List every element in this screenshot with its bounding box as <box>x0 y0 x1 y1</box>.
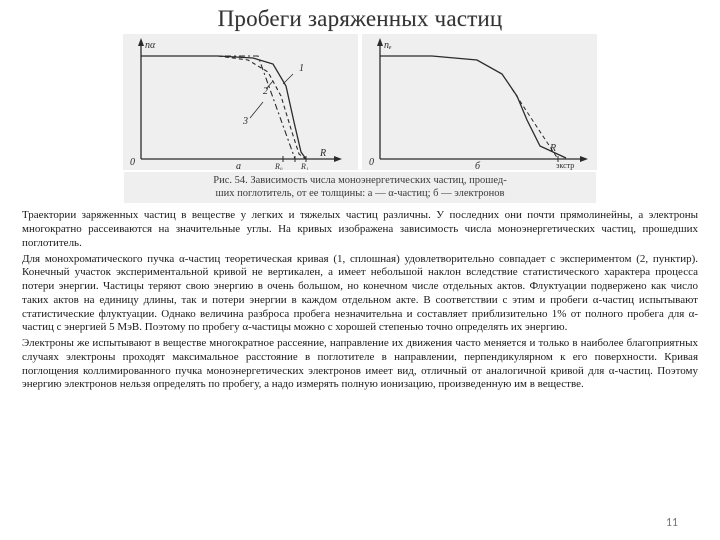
tick-r0: R₀ <box>274 162 283 170</box>
curve-label-3: 3 <box>242 116 248 127</box>
curve-1 <box>141 56 306 159</box>
paragraph-1: Траектории заряженных частиц в веществе … <box>22 209 698 250</box>
caption-line-1: Рис. 54. Зависимость числа моноэнергетич… <box>213 175 506 186</box>
body-text: Траектории заряженных частиц в веществе … <box>22 209 698 392</box>
page: Пробеги заряженных частиц nα 0 1 2 3 <box>0 0 720 540</box>
tick-r1: R₁ <box>300 162 309 170</box>
figure-caption: Рис. 54. Зависимость числа моноэнергетич… <box>124 172 596 203</box>
curve-3 <box>141 56 295 159</box>
x-r-marker: R <box>319 148 326 159</box>
chart-electron: nₑ 0 R экстр б <box>362 34 597 170</box>
figure-panel-a: nα 0 1 2 3 R₀ R₁ R <box>123 34 358 170</box>
paragraph-3: Электроны же испытывают в веществе много… <box>22 337 698 392</box>
x-extr-label: экстр <box>556 161 574 170</box>
origin-label-b: 0 <box>369 157 374 168</box>
page-title: Пробеги заряженных частиц <box>22 6 698 32</box>
chart-alpha: nα 0 1 2 3 R₀ R₁ R <box>123 34 358 170</box>
y-axis-label: nα <box>145 40 156 51</box>
paragraph-2: Для монохроматического пучка α-частиц те… <box>22 253 698 336</box>
panel-sublabel-b: б <box>475 161 481 170</box>
figure-row: nα 0 1 2 3 R₀ R₁ R <box>22 34 698 170</box>
figure-panel-b: nₑ 0 R экстр б <box>362 34 597 170</box>
caption-line-2: ших поглотитель, от ее толщины: а — α-ча… <box>216 188 505 199</box>
origin-label: 0 <box>130 157 135 168</box>
page-number: 11 <box>666 516 678 530</box>
panel-sublabel-a: а <box>236 161 241 170</box>
curve-e <box>380 56 566 158</box>
y-axis-label-b: nₑ <box>384 40 392 51</box>
curve-2 <box>141 56 306 159</box>
curve-label-1: 1 <box>299 63 304 74</box>
x-r-label: R <box>549 143 556 154</box>
